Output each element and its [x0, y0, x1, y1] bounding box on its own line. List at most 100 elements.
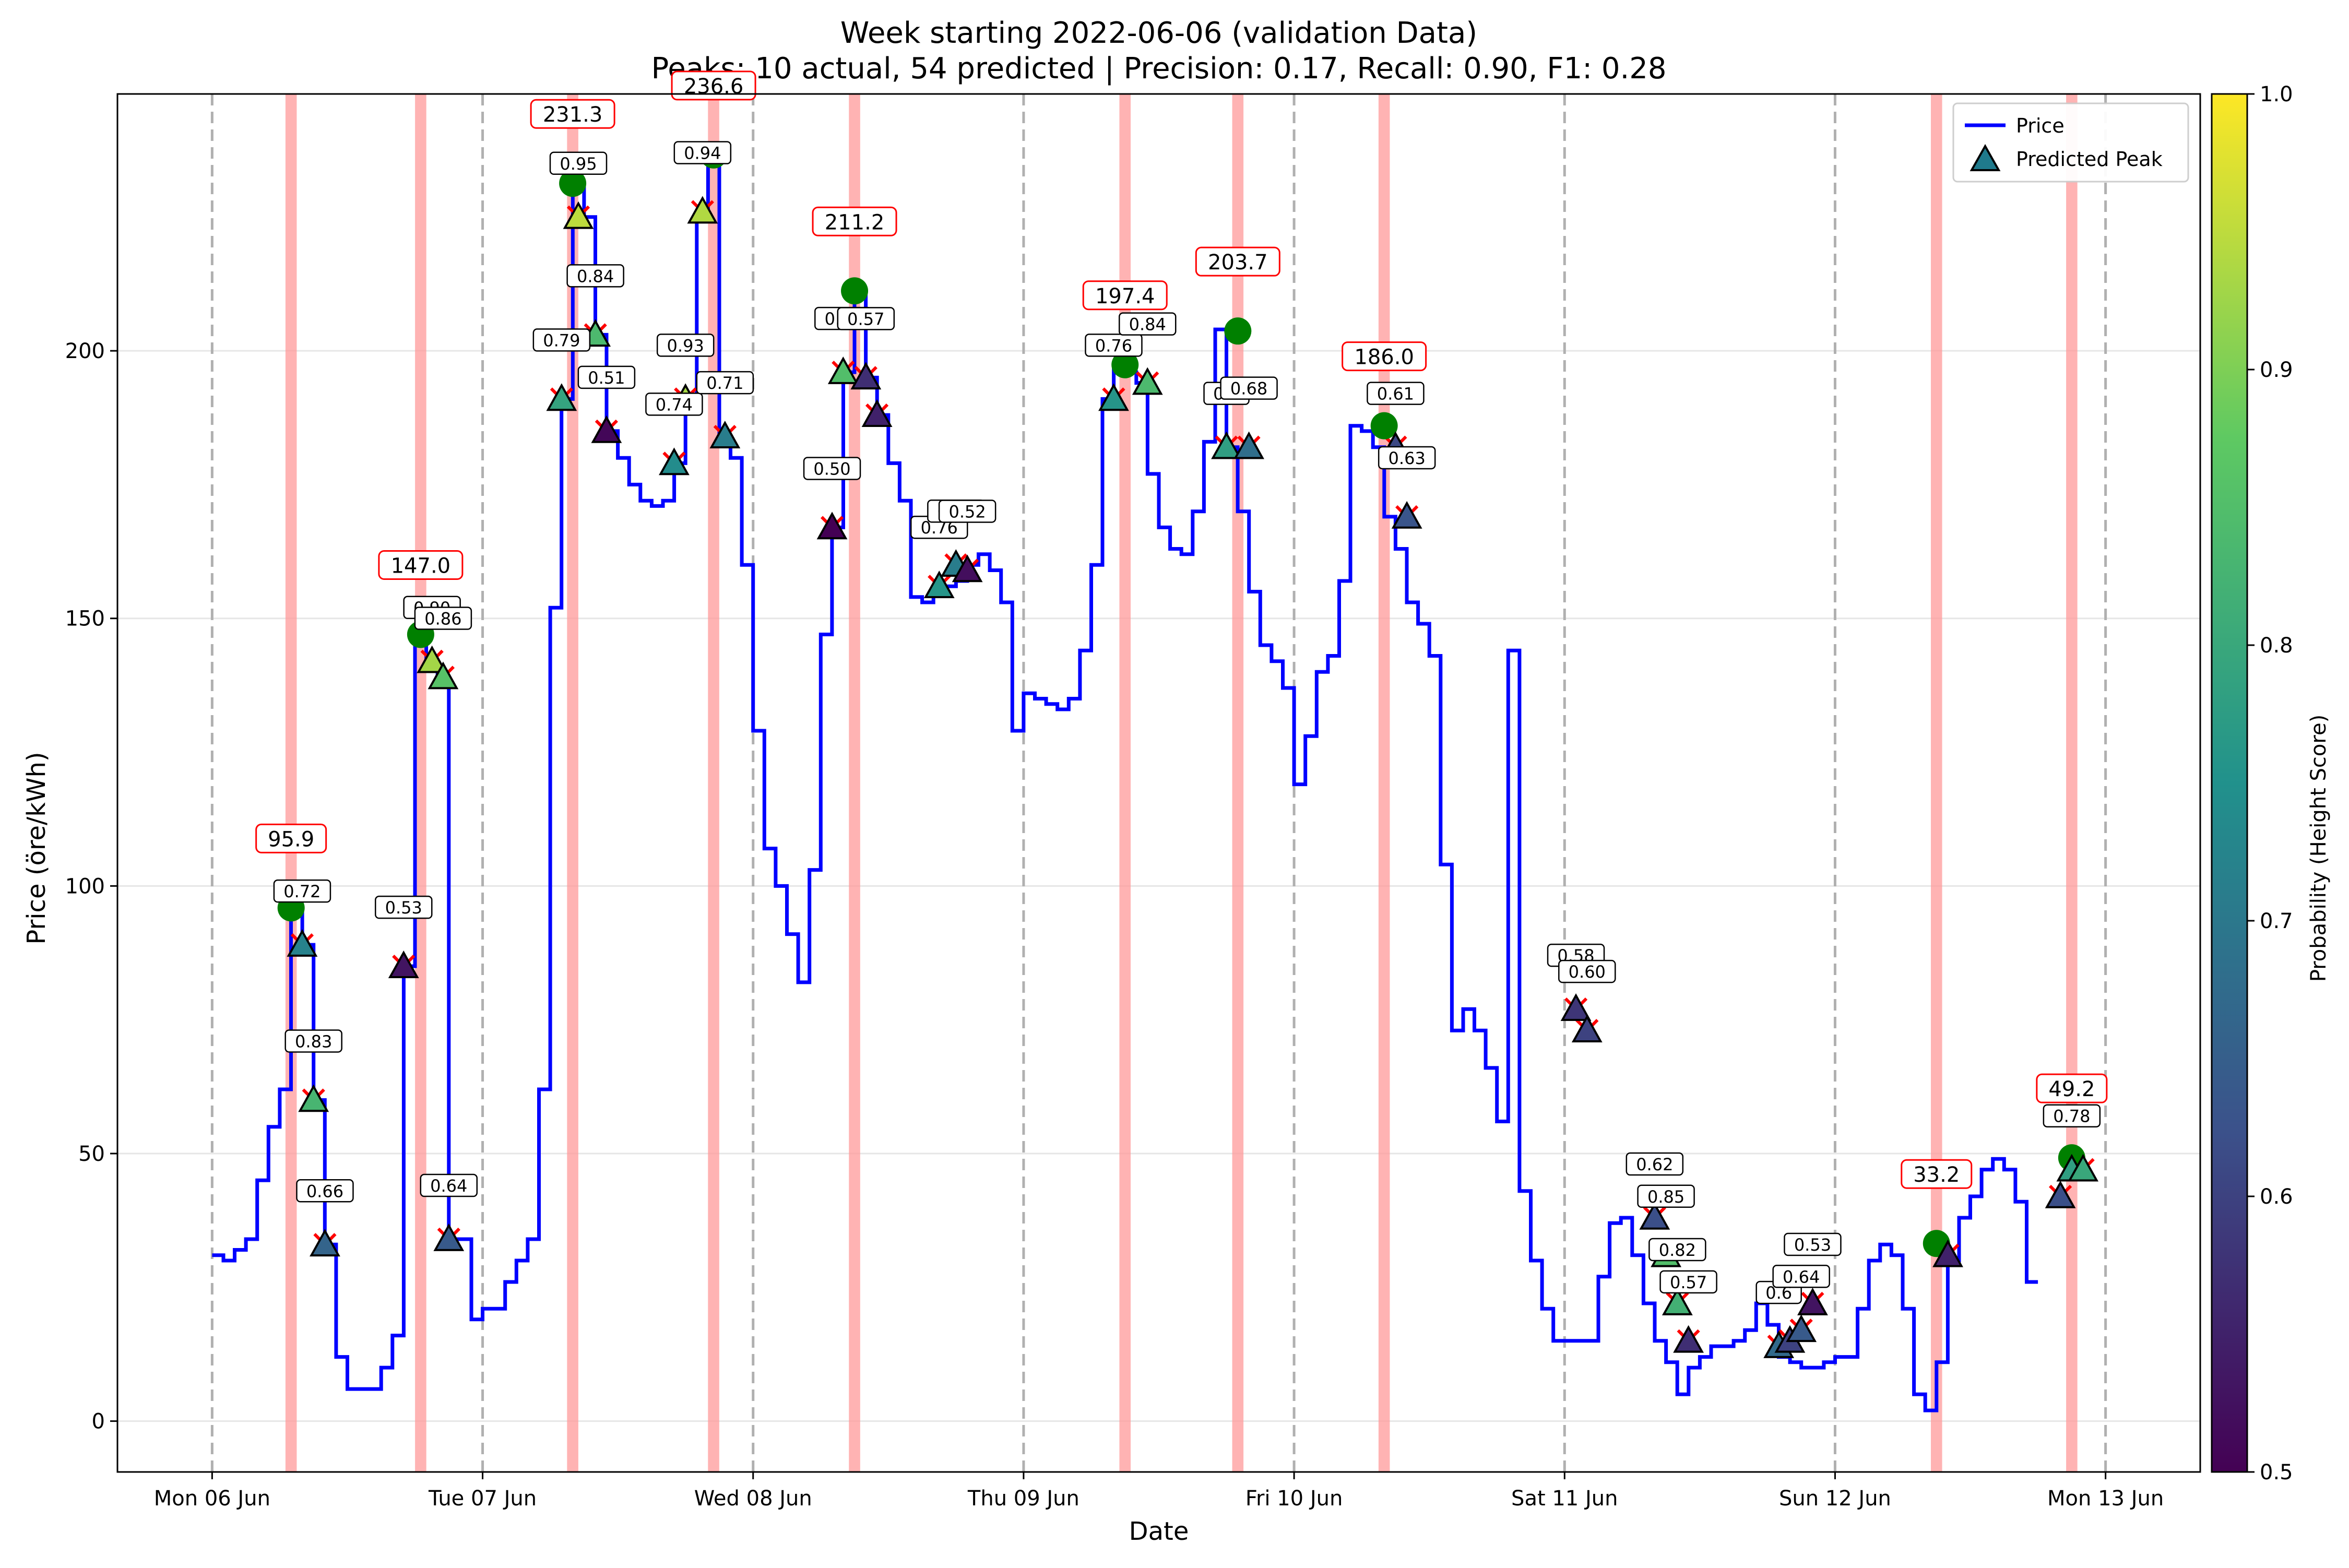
x-tick-label: Mon 13 Jun [2047, 1487, 2164, 1511]
actual-peak-label-box [671, 70, 756, 101]
probability-label: 0.63 [1389, 448, 1426, 468]
probability-label: 0.53 [1794, 1235, 1831, 1255]
legend-price-label: Price [2016, 114, 2065, 137]
plot-frame [116, 93, 2201, 1473]
probability-label-box [284, 1029, 342, 1053]
predicted-peak-marker [1132, 367, 1163, 395]
probability-label-box [1626, 1152, 1684, 1176]
actual-peak-label-box [530, 99, 615, 129]
x-tick-label: Sun 12 Jun [1779, 1487, 1891, 1511]
probability-label: 0.76 [1095, 336, 1132, 355]
plot-area: 0 50 100 150 200 Mon 06 Jun Tue 07 Jun Wed 08 J… [65, 70, 2293, 1511]
actual-peak-band [849, 94, 860, 1472]
actual-peak-band [1378, 94, 1390, 1472]
legend-predicted-peak-swatch [1970, 144, 2001, 171]
probability-label-box [645, 393, 703, 416]
predicted-peak-marker [1211, 431, 1242, 459]
predicted-peak-marker [1098, 383, 1129, 411]
probability-label-box [577, 365, 636, 389]
probability-label-box [2043, 1104, 2101, 1127]
probability-label: 0.78 [2053, 1107, 2090, 1126]
predicted-peak-marker [563, 201, 594, 229]
probability-label-box [1378, 446, 1436, 470]
colorbar-label: Probability (Height Score) [2307, 715, 2331, 982]
probability-label-box [532, 328, 591, 352]
y-tick-label: 100 [65, 874, 105, 898]
predicted-peak-marker [428, 661, 459, 690]
actual-peak-band [285, 94, 297, 1472]
actual-peak-band [1930, 94, 1942, 1472]
actual-peak-label-box [1342, 341, 1427, 372]
probability-label: 0.53 [385, 898, 422, 918]
colorbar-tick-label: 0.5 [2260, 1460, 2293, 1484]
predicted-peak-marker [687, 196, 718, 224]
actual-peak-band [2066, 94, 2078, 1472]
probability-label-box [1220, 376, 1278, 400]
probability-label-box [696, 371, 754, 395]
y-axis-label: Price (öre/kWh) [22, 752, 51, 944]
legend-box [1952, 102, 2189, 183]
predicted-peak-marker [1786, 1314, 1817, 1343]
actual-peak-label-box [1082, 280, 1168, 311]
actual-peak-label: 211.2 [825, 210, 885, 234]
actual-peak-label: 147.0 [391, 554, 451, 578]
actual-peak-label: 186.0 [1354, 346, 1414, 370]
y-tick-label: 200 [65, 339, 105, 363]
probability-label-box [938, 500, 996, 523]
predicted-peak-marker [1662, 1287, 1693, 1315]
probability-label-box [1784, 1232, 1842, 1256]
predicted-peak-marker [287, 929, 318, 957]
probability-label: 0.85 [1647, 1187, 1684, 1207]
probability-label: 0.57 [1670, 1273, 1707, 1292]
legend-predicted-peak-label: Predicted Peak [2016, 148, 2163, 171]
actual-peak-label: 33.2 [1913, 1163, 1960, 1187]
probability-label: 0.64 [430, 1176, 467, 1196]
predicted-peak-marker [952, 554, 983, 583]
probability-label-box [1085, 334, 1143, 357]
predicted-peak-marker [709, 421, 741, 448]
predicted-peak-marker [2045, 1180, 2076, 1208]
probability-label: 0.50 [813, 459, 850, 479]
probability-label: 0.84 [577, 266, 614, 286]
predicted-peak-marker [1673, 1325, 1704, 1353]
x-tick-label: Sat 11 Jun [1511, 1487, 1618, 1511]
probability-label-box [1648, 1238, 1706, 1262]
colorbar-tick-label: 1.0 [2260, 82, 2293, 106]
actual-peak-label-box [378, 550, 464, 580]
x-tick-label: Mon 06 Jun [154, 1487, 270, 1511]
predicted-peak-marker [546, 383, 577, 411]
probability-label-box [566, 264, 624, 288]
probability-label: 0.94 [684, 144, 721, 163]
predicted-peak-marker [861, 399, 893, 427]
actual-peak-label: 49.2 [2048, 1077, 2095, 1101]
predicted-peak-marker [827, 357, 859, 384]
y-tick-label: 150 [65, 607, 105, 631]
probability-label: 0.62 [1636, 1155, 1673, 1174]
colorbar [2211, 93, 2248, 1473]
predicted-peak-marker [1639, 1202, 1670, 1230]
predicted-peak-marker [923, 571, 955, 599]
actual-peak-band [415, 94, 426, 1472]
probability-label: 0.72 [283, 882, 321, 901]
chart-subtitle: Peaks: 10 actual, 54 predicted | Precisi… [651, 52, 1666, 86]
predicted-peak-marker [1932, 1239, 1963, 1267]
probability-label: 0.51 [588, 368, 625, 388]
probability-label-box [673, 141, 732, 164]
probability-label: 0.66 [306, 1181, 343, 1201]
x-axis-label: Date [1129, 1517, 1189, 1546]
probability-label-box [803, 457, 861, 480]
probability-label: 0.95 [560, 154, 597, 174]
x-tick-label: Fri 10 Jun [1245, 1487, 1343, 1511]
probability-label: 0.74 [656, 395, 693, 414]
probability-label-box [1637, 1184, 1695, 1208]
probability-label-box [296, 1179, 354, 1203]
predicted-peak-marker [1233, 431, 1264, 459]
predicted-peak-marker [1560, 993, 1592, 1021]
probability-label-box [273, 879, 331, 903]
x-tick-label: Tue 07 Jun [428, 1487, 537, 1511]
actual-peak-marker [841, 277, 869, 305]
probability-label: 0.83 [295, 1031, 332, 1051]
colorbar-tick-label: 0.9 [2260, 358, 2293, 382]
